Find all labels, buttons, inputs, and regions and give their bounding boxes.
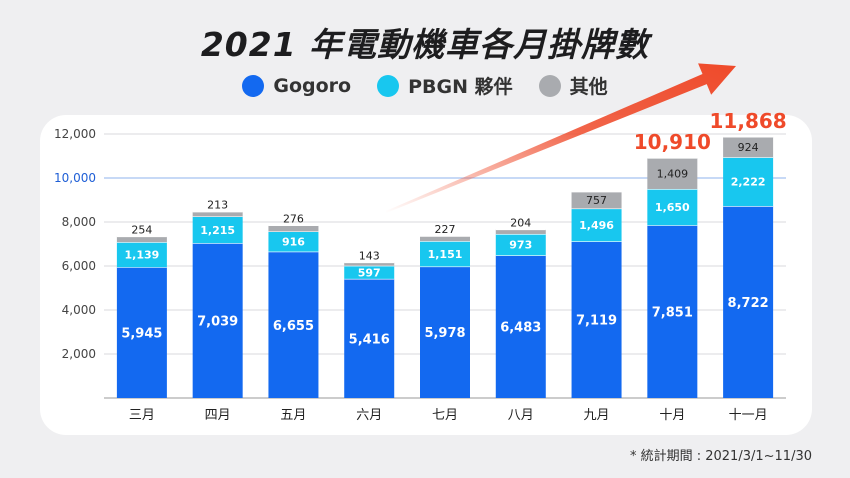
legend: Gogoro PBGN 夥伴 其他 <box>0 72 850 99</box>
total-label: 10,910 <box>634 130 711 154</box>
footnote: * 統計期間 : 2021/3/1~11/30 <box>629 449 812 464</box>
bar-segment <box>495 229 546 234</box>
x-tick-label: 八月 <box>508 408 534 423</box>
data-label: 6,483 <box>500 321 541 336</box>
bar-segment <box>116 267 167 398</box>
data-label: 6,655 <box>273 319 314 334</box>
legend-label-gogoro: Gogoro <box>273 74 352 97</box>
legend-swatch-other <box>538 74 561 97</box>
y-tick-label: 8,000 <box>62 215 96 229</box>
legend-item-gogoro: Gogoro <box>242 72 351 99</box>
bar-segment <box>268 225 319 232</box>
bar-segment <box>268 231 319 252</box>
bar-segment <box>495 233 546 256</box>
legend-label-other: 其他 <box>569 76 608 98</box>
data-label: 924 <box>738 141 759 154</box>
x-tick-label: 十月 <box>659 408 685 423</box>
data-label: 276 <box>283 212 304 225</box>
data-label: 254 <box>131 224 152 237</box>
bar-segment <box>571 241 622 398</box>
x-tick-label: 九月 <box>584 408 610 423</box>
data-label: 1,650 <box>655 201 690 214</box>
x-tick-label: 十一月 <box>729 408 768 423</box>
y-tick-label: 6,000 <box>62 259 96 273</box>
bar-segment <box>647 188 698 226</box>
x-tick-label: 五月 <box>280 408 306 423</box>
bar-segment <box>192 211 243 217</box>
data-label: 2,222 <box>731 176 766 189</box>
bar-segment <box>723 157 774 207</box>
bar-segment <box>723 136 774 158</box>
bar-segment <box>420 236 470 242</box>
chart-title: 2021 年電動機車各月掛牌數 <box>200 25 650 64</box>
bar-segment <box>723 206 774 398</box>
total-label: 11,868 <box>710 109 787 133</box>
data-label: 143 <box>359 250 380 263</box>
y-tick-label: 2,000 <box>62 347 96 361</box>
bar-segment <box>571 191 622 209</box>
data-label: 227 <box>435 223 456 236</box>
bar-segment <box>116 236 167 243</box>
data-label: 204 <box>510 216 531 229</box>
bar-segment <box>344 262 395 266</box>
y-tick-label: 4,000 <box>62 303 96 317</box>
data-label: 597 <box>358 266 381 279</box>
data-label: 8,722 <box>728 296 769 311</box>
x-tick-label: 六月 <box>356 408 382 423</box>
data-label: 7,119 <box>576 314 617 329</box>
bar-segment <box>344 265 395 279</box>
bar-segment <box>420 266 470 398</box>
bar-segment <box>116 242 167 268</box>
data-label: 973 <box>509 239 532 252</box>
x-tick-label: 三月 <box>129 408 155 423</box>
data-label: 213 <box>207 199 228 212</box>
data-label: 1,409 <box>657 167 689 180</box>
data-label: 7,851 <box>652 306 693 321</box>
data-label: 916 <box>282 236 305 249</box>
bar-segment <box>192 243 243 398</box>
data-label: 1,139 <box>124 249 159 262</box>
trend-arrow <box>385 63 736 213</box>
x-tick-label: 七月 <box>432 408 458 423</box>
bar-segment <box>647 157 698 189</box>
y-tick-label: 12,000 <box>54 127 96 141</box>
data-label: 5,978 <box>424 326 465 341</box>
data-label: 5,945 <box>121 327 162 342</box>
bar-segment <box>647 225 698 398</box>
legend-label-pbgn: PBGN 夥伴 <box>408 76 513 98</box>
data-label: 1,496 <box>579 219 614 232</box>
legend-swatch-pbgn <box>377 74 400 97</box>
x-tick-label: 四月 <box>205 408 231 423</box>
bar-segment <box>495 255 546 398</box>
bar-segment <box>268 251 319 398</box>
data-label: 5,416 <box>349 332 390 347</box>
bar-segment <box>344 278 395 398</box>
data-label: 1,215 <box>200 224 235 237</box>
data-label: 7,039 <box>197 315 238 330</box>
legend-item-pbgn: PBGN 夥伴 <box>377 72 513 99</box>
legend-item-other: 其他 <box>538 72 608 99</box>
bar-segment <box>571 208 622 242</box>
y-tick-label: 10,000 <box>54 171 96 185</box>
legend-swatch-gogoro <box>242 74 265 97</box>
data-label: 1,151 <box>428 248 463 261</box>
bar-segment <box>192 216 243 244</box>
bar-segment <box>420 241 470 267</box>
data-label: 757 <box>586 194 607 207</box>
